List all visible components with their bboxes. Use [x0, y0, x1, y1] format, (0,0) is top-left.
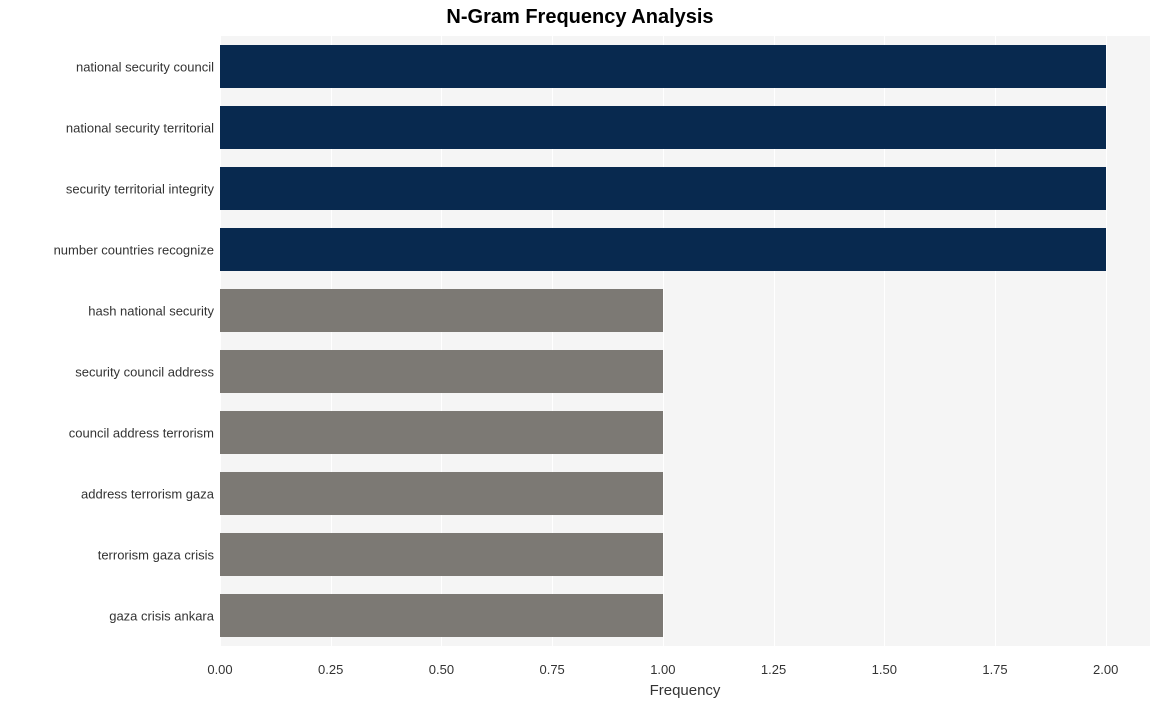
x-tick-label: 1.00 — [650, 662, 675, 677]
bar — [220, 167, 1106, 210]
y-tick-label: gaza crisis ankara — [0, 608, 214, 623]
x-tick-label: 0.75 — [539, 662, 564, 677]
y-tick-label: number countries recognize — [0, 242, 214, 257]
bar — [220, 228, 1106, 271]
bar — [220, 45, 1106, 88]
bar — [220, 106, 1106, 149]
x-tick-label: 1.75 — [982, 662, 1007, 677]
ngram-frequency-chart: N-Gram Frequency Analysis national secur… — [0, 0, 1160, 701]
y-tick-label: terrorism gaza crisis — [0, 547, 214, 562]
x-tick-label: 0.00 — [207, 662, 232, 677]
y-tick-label: national security territorial — [0, 120, 214, 135]
x-axis-label: Frequency — [220, 682, 1150, 699]
y-axis-labels: national security council national securi… — [0, 0, 220, 701]
grid-line — [1106, 36, 1107, 646]
x-tick-label: 1.25 — [761, 662, 786, 677]
bar — [220, 411, 663, 454]
y-tick-label: security council address — [0, 364, 214, 379]
plot-area — [220, 36, 1150, 646]
bar — [220, 350, 663, 393]
y-tick-label: council address terrorism — [0, 425, 214, 440]
bar — [220, 594, 663, 637]
x-tick-label: 1.50 — [872, 662, 897, 677]
x-tick-label: 0.50 — [429, 662, 454, 677]
x-tick-label: 0.25 — [318, 662, 343, 677]
y-tick-label: hash national security — [0, 303, 214, 318]
y-tick-label: national security council — [0, 59, 214, 74]
bar — [220, 533, 663, 576]
x-tick-label: 2.00 — [1093, 662, 1118, 677]
bar — [220, 472, 663, 515]
y-tick-label: security territorial integrity — [0, 181, 214, 196]
bar — [220, 289, 663, 332]
y-tick-label: address terrorism gaza — [0, 486, 214, 501]
